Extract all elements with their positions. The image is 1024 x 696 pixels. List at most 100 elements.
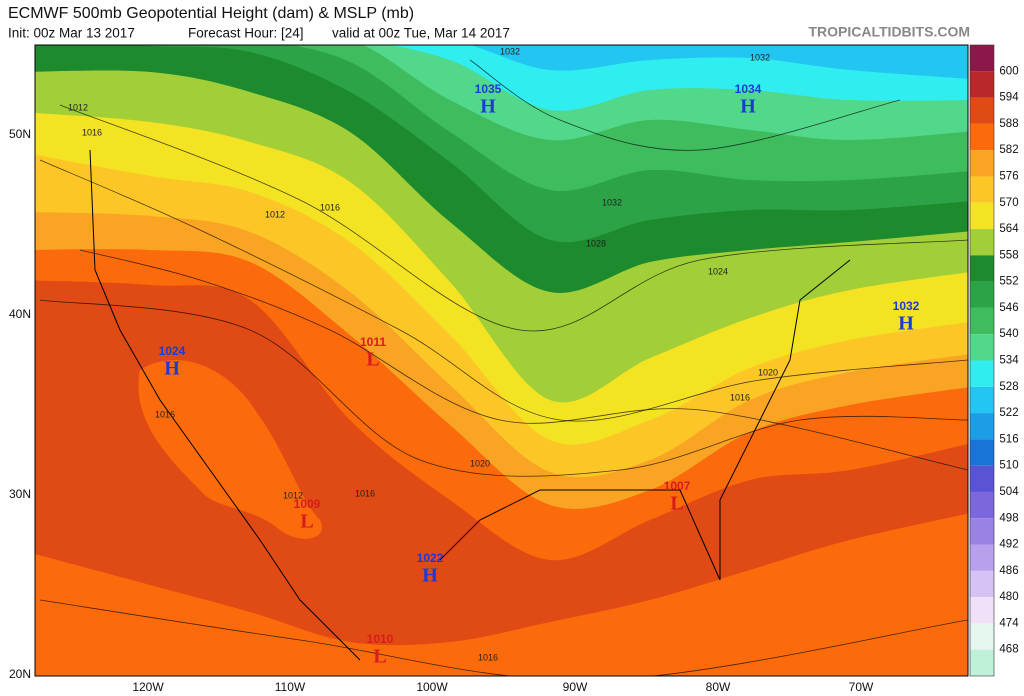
lat-label: 50N — [9, 127, 31, 141]
center-symbol: H — [480, 96, 496, 118]
colorbar-label: 588 — [999, 118, 1018, 130]
isobar-label: 1012 — [283, 490, 303, 500]
colorbar-swatch — [970, 202, 994, 230]
colorbar-label: 564 — [999, 223, 1019, 235]
colorbar-label: 486 — [999, 565, 1018, 577]
colorbar-label: 540 — [999, 328, 1018, 340]
colorbar-label: 594 — [999, 92, 1019, 104]
isobar-label: 1016 — [320, 202, 340, 212]
colorbar-swatch — [970, 597, 994, 624]
colorbar-label: 468 — [999, 644, 1018, 656]
center-pressure: 1032 — [893, 299, 920, 313]
isobar — [39, 299, 968, 477]
colorbar-swatch — [970, 45, 994, 72]
forecast-hour: Forecast Hour: [24] — [188, 26, 304, 41]
colorbar-label: 492 — [999, 539, 1018, 551]
isobar-label: 1024 — [708, 266, 728, 276]
colorbar-label: 576 — [999, 170, 1018, 182]
center-symbol: H — [898, 313, 914, 335]
isobar-label: 1016 — [155, 409, 175, 419]
isobar-label: 1012 — [68, 102, 88, 112]
init-time: Init: 00z Mar 13 2017 — [8, 26, 135, 41]
colorbar-swatch — [970, 570, 994, 598]
center-symbol: H — [740, 96, 756, 118]
colorbar-swatch — [970, 229, 994, 256]
colorbar-swatch — [970, 465, 994, 492]
lon-label: 110W — [275, 680, 306, 694]
isobar — [39, 159, 968, 422]
center-symbol: H — [164, 358, 180, 380]
colorbar-label: 546 — [999, 302, 1018, 314]
center-pressure: 1011 — [360, 335, 386, 349]
colorbar-swatch — [970, 281, 994, 308]
colorbar-label: 498 — [999, 512, 1018, 524]
colorbar-label: 474 — [999, 617, 1019, 629]
center-pressure: 1034 — [735, 82, 762, 96]
colorbar-swatch — [970, 518, 994, 545]
colorbar-swatch — [970, 386, 994, 414]
colorbar-label: 552 — [999, 276, 1018, 288]
colorbar-swatch — [970, 413, 994, 440]
isobar-label: 1016 — [355, 488, 375, 498]
center-symbol: L — [670, 493, 683, 515]
colorbar-frame — [969, 44, 995, 677]
lat-label: 30N — [9, 487, 31, 501]
center-pressure: 1035 — [475, 82, 502, 96]
colorbar-label: 534 — [999, 355, 1019, 367]
map-frame — [34, 44, 969, 677]
colorbar-swatch — [970, 491, 994, 519]
isobar-label: 1020 — [470, 458, 490, 468]
colorbar-swatch — [970, 623, 994, 650]
center-pressure: 1009 — [294, 497, 321, 511]
colorbar-label: 582 — [999, 144, 1018, 156]
coastline — [439, 259, 851, 581]
isobar-label: 1032 — [602, 197, 622, 207]
lat-label: 40N — [9, 307, 31, 321]
colorbar-swatch — [970, 71, 994, 98]
isobar — [59, 104, 968, 332]
center-pressure: 1007 — [664, 479, 691, 493]
isobar — [469, 59, 901, 151]
isobar-label: 1032 — [750, 52, 770, 62]
colorbar-swatch — [970, 307, 994, 335]
isobar-label: 1012 — [265, 209, 285, 219]
lon-label: 120W — [132, 680, 164, 694]
colorbar-label: 510 — [999, 460, 1018, 472]
height-band — [470, 45, 968, 79]
colorbar-swatch — [970, 255, 994, 282]
center-symbol: L — [373, 646, 386, 668]
colorbar-label: 522 — [999, 407, 1018, 419]
colorbar-label: 528 — [999, 381, 1018, 393]
lon-label: 100W — [416, 680, 448, 694]
colorbar-swatch — [970, 123, 994, 151]
colorbar-label: 600 — [999, 65, 1018, 77]
colorbar-swatch — [970, 439, 994, 466]
source: TROPICALTIDBITS.COM — [808, 24, 970, 40]
colorbar-swatch — [970, 176, 994, 203]
isobar — [79, 249, 968, 471]
colorbar-label: 504 — [999, 486, 1019, 498]
center-pressure: 1010 — [367, 632, 394, 646]
colorbar-label: 516 — [999, 433, 1018, 445]
center-symbol: L — [366, 349, 379, 371]
center-symbol: L — [300, 511, 313, 533]
lon-label: 90W — [563, 680, 588, 694]
lon-label: 70W — [849, 680, 874, 694]
center-symbol: H — [422, 565, 438, 587]
title: ECMWF 500mb Geopotential Height (dam) & … — [8, 5, 414, 22]
isobar — [39, 599, 968, 676]
center-pressure: 1022 — [417, 551, 444, 565]
colorbar-swatch — [970, 334, 994, 361]
lon-label: 80W — [706, 680, 731, 694]
isobar-label: 1016 — [730, 392, 750, 402]
colorbar-swatch — [970, 649, 994, 676]
isobar-label: 1020 — [758, 367, 778, 377]
center-pressure: 1024 — [159, 344, 186, 358]
isobar-label: 1016 — [478, 652, 498, 662]
isobar-label: 1016 — [82, 127, 102, 137]
height-band — [138, 359, 322, 539]
coastline — [89, 149, 361, 661]
colorbar-label: 480 — [999, 591, 1018, 603]
